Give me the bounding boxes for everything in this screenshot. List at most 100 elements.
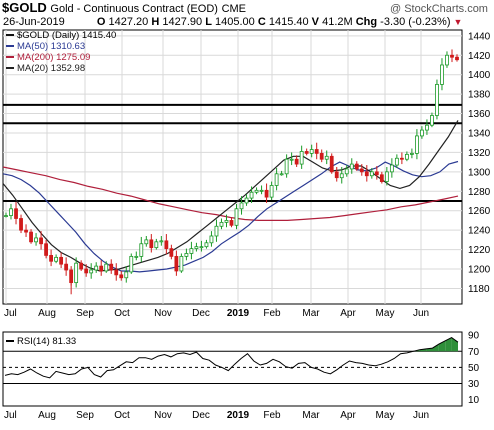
price-bar-body bbox=[34, 237, 38, 243]
price-bar-body bbox=[109, 263, 114, 271]
price-bar-body bbox=[164, 240, 169, 250]
rsi-line bbox=[4, 337, 459, 379]
price-bar-body bbox=[334, 171, 339, 179]
price-bar-body bbox=[269, 185, 274, 198]
price-bar-body bbox=[349, 163, 354, 170]
high-label: H bbox=[151, 16, 160, 28]
price-x-tick-label: Aug bbox=[38, 308, 56, 319]
price-bar-body bbox=[224, 220, 229, 223]
price-bar-body bbox=[399, 157, 404, 160]
price-bar-body bbox=[319, 152, 324, 160]
price-x-tick-label: Jul bbox=[4, 308, 17, 319]
price-bar-body bbox=[324, 155, 329, 160]
price-bar-body bbox=[359, 168, 364, 173]
legend-entry: MA(200) 1275.09 bbox=[17, 52, 90, 63]
price-bar-body bbox=[420, 129, 424, 137]
price-tick-label: 1260 bbox=[468, 206, 491, 217]
price-bar-body bbox=[209, 235, 214, 244]
price-bar-body bbox=[189, 248, 194, 254]
price-x-tick-label: Apr bbox=[340, 308, 356, 319]
rsi-overbought-fill bbox=[432, 344, 439, 352]
open-label: O bbox=[96, 16, 106, 28]
price-tick-label: 1340 bbox=[468, 128, 491, 139]
price-bar-body bbox=[435, 84, 439, 116]
volume-label: V bbox=[311, 16, 320, 28]
price-bar-body bbox=[409, 152, 414, 155]
price-bar-body bbox=[274, 173, 279, 186]
price-tick-label: 1320 bbox=[468, 148, 491, 159]
rsi-panel-frame bbox=[2, 331, 463, 407]
price-tick-label: 1200 bbox=[468, 265, 491, 276]
price-bar-body bbox=[219, 221, 224, 227]
price-bar-body bbox=[49, 255, 53, 262]
close-value: 1415.40 bbox=[268, 16, 309, 28]
price-bar-body bbox=[9, 208, 13, 216]
price-bar-body bbox=[249, 191, 254, 199]
price-bar-body bbox=[64, 263, 69, 271]
rsi-tick-label: 30 bbox=[468, 379, 480, 390]
price-bar-body bbox=[79, 262, 84, 270]
rsi-x-tick-label: Oct bbox=[114, 410, 130, 421]
price-bar-body bbox=[384, 171, 389, 182]
rsi-x-tick-label: Feb bbox=[263, 410, 281, 421]
price-bar-body bbox=[329, 155, 334, 173]
price-x-tick-label: 2019 bbox=[227, 308, 250, 319]
legend-entry: MA(20) 1352.98 bbox=[17, 63, 85, 74]
rsi-tick-label: 10 bbox=[468, 395, 480, 406]
price-bar-body bbox=[29, 231, 33, 243]
rsi-x-tick-label: Nov bbox=[154, 410, 172, 421]
price-tick-label: 1440 bbox=[468, 31, 491, 42]
price-bar-body bbox=[124, 271, 129, 279]
price-bar-body bbox=[119, 274, 124, 279]
price-bar-body bbox=[214, 225, 219, 237]
rsi-title: RSI(14) 81.33 bbox=[17, 336, 76, 347]
rsi-x-tick-label: Apr bbox=[340, 410, 356, 421]
price-bar-body bbox=[84, 268, 89, 274]
price-bar-body bbox=[279, 173, 284, 176]
price-tick-label: 1240 bbox=[468, 226, 491, 237]
watermark: @ StockCharts.com bbox=[390, 3, 488, 15]
price-x-tick-label: Jun bbox=[413, 308, 429, 319]
change-value: -3.30 (-0.23%) bbox=[380, 16, 451, 28]
price-tick-label: 1380 bbox=[468, 90, 491, 101]
price-bar-body bbox=[364, 171, 369, 177]
price-bar-body bbox=[104, 263, 109, 272]
low-value: 1405.00 bbox=[215, 16, 255, 28]
price-bar-body bbox=[139, 243, 144, 257]
price-bar-body bbox=[415, 135, 419, 154]
price-x-tick-label: Feb bbox=[263, 308, 281, 319]
price-tick-label: 1300 bbox=[468, 167, 491, 178]
price-bar-body bbox=[304, 151, 309, 154]
rsi-tick-label: 90 bbox=[468, 331, 480, 342]
price-bar-body bbox=[229, 220, 234, 226]
price-bar-body bbox=[179, 255, 184, 272]
price-bar-body bbox=[354, 163, 359, 170]
open-value: 1427.20 bbox=[108, 16, 149, 28]
price-tick-label: 1420 bbox=[468, 51, 491, 62]
price-bar-body bbox=[94, 265, 99, 271]
price-bar-body bbox=[299, 151, 304, 165]
rsi-x-tick-label: Dec bbox=[192, 410, 210, 421]
close-label: C bbox=[257, 16, 266, 28]
price-tick-label: 1400 bbox=[468, 70, 491, 81]
low-label: L bbox=[205, 16, 212, 28]
rsi-x-tick-label: Mar bbox=[302, 410, 320, 421]
rsi-x-tick-label: Sep bbox=[76, 410, 94, 421]
rsi-tick-label: 50 bbox=[468, 363, 480, 374]
price-bar-body bbox=[4, 215, 8, 217]
price-tick-label: 1360 bbox=[468, 109, 491, 120]
price-bar-body bbox=[404, 153, 409, 160]
price-bar-body bbox=[144, 239, 149, 245]
price-bar-body bbox=[284, 158, 289, 175]
price-bar-body bbox=[379, 174, 384, 182]
price-bar-body bbox=[39, 237, 43, 245]
price-bar-body bbox=[259, 189, 264, 192]
volume-value: 41.2M bbox=[322, 16, 353, 28]
price-bar-body bbox=[114, 269, 119, 276]
price-bar-body bbox=[339, 173, 344, 179]
price-x-tick-label: May bbox=[376, 308, 395, 319]
date: 26-Jun-2019 bbox=[3, 16, 65, 28]
price-bar-body bbox=[19, 218, 23, 231]
price-bar-body bbox=[194, 246, 199, 250]
price-bar-body bbox=[344, 168, 349, 175]
